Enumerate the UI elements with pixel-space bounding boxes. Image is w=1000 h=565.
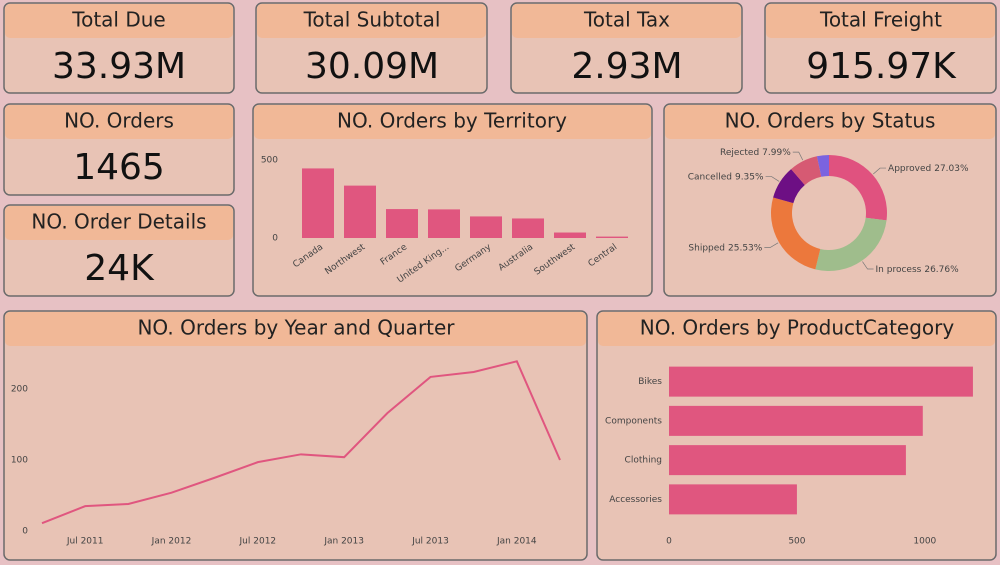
- panel-frame: [596, 310, 997, 561]
- slice-value: 9.35%: [735, 172, 764, 182]
- slice-value: 26.76%: [924, 265, 959, 275]
- slice-category: In process: [876, 265, 922, 275]
- y-tick-label: 200: [11, 385, 28, 395]
- slice-category: Approved: [888, 164, 931, 174]
- leader-line: [792, 151, 804, 161]
- bar: [428, 209, 460, 238]
- bar: [669, 445, 906, 476]
- panel-header: [5, 105, 233, 139]
- bar: [669, 405, 923, 436]
- card-value: 30.09M: [305, 46, 439, 87]
- panel-frame: [3, 2, 235, 94]
- panel-body: [664, 104, 996, 296]
- y-tick-label: Bikes: [638, 377, 662, 387]
- x-tick-label: Jul 2011: [66, 537, 104, 547]
- panel-frame: [764, 2, 997, 94]
- y-tick-label: Components: [605, 416, 662, 426]
- slice-category: Shipped: [688, 243, 725, 253]
- slice-label: Rejected 7.99%: [720, 148, 791, 158]
- panel-frame: [3, 310, 588, 561]
- donut-slice: [816, 155, 829, 177]
- panel-header: [254, 105, 651, 139]
- donut-slice: [771, 197, 821, 270]
- y-tick-label: 100: [11, 456, 28, 466]
- donut-slice: [829, 155, 887, 221]
- x-tick-label: Jan 2013: [323, 537, 364, 547]
- bar: [512, 218, 544, 238]
- y-tick-label: 0: [272, 234, 278, 244]
- bar: [302, 168, 334, 238]
- panel-header: [598, 312, 995, 346]
- slice-category: Cancelled: [688, 172, 732, 182]
- y-tick-label: Clothing: [625, 456, 662, 466]
- slice-value: 27.03%: [934, 164, 969, 174]
- card-value: 24K: [84, 248, 155, 289]
- slice-value: 25.53%: [728, 243, 763, 253]
- donut-slice: [791, 156, 822, 185]
- card-title: Total Tax: [583, 8, 670, 32]
- leader-line: [873, 167, 887, 175]
- panel-header: [5, 4, 233, 38]
- x-tick-label: 500: [788, 537, 805, 547]
- card-value: 33.93M: [52, 46, 186, 87]
- card-value: 915.97K: [806, 46, 957, 87]
- bar: [386, 209, 418, 238]
- panel-frame: [3, 204, 235, 297]
- panel-body: [4, 311, 587, 560]
- slice-label: Cancelled 9.35%: [688, 172, 764, 182]
- panel-header: [512, 4, 741, 38]
- y-tick-label: 0: [22, 527, 28, 537]
- bar: [554, 232, 586, 238]
- bar: [344, 185, 376, 238]
- card-title: NO. Orders: [64, 109, 174, 133]
- panel-body: [253, 104, 652, 296]
- y-tick-label: 500: [261, 155, 278, 165]
- slice-category: Rejected: [720, 148, 759, 158]
- chart-title: NO. Orders by Territory: [337, 109, 567, 133]
- card-value: 2.93M: [571, 46, 682, 87]
- x-tick-label: Jul 2012: [239, 537, 277, 547]
- bar: [669, 484, 797, 515]
- x-tick-label: Jul 2013: [411, 537, 449, 547]
- chart-title: NO. Orders by Year and Quarter: [137, 316, 455, 340]
- slice-label: Shipped 25.53%: [688, 243, 762, 253]
- slice-value: 7.99%: [762, 148, 791, 158]
- panel-header: [5, 206, 233, 240]
- panel-header: [665, 105, 995, 139]
- leader-line: [765, 176, 780, 182]
- card-title: NO. Order Details: [31, 210, 206, 234]
- x-tick-label: 0: [666, 537, 672, 547]
- y-tick-label: Accessories: [609, 495, 662, 505]
- bar: [669, 366, 973, 397]
- chart-title: NO. Orders by ProductCategory: [640, 316, 955, 340]
- panel-frame: [510, 2, 743, 94]
- card-title: Total Subtotal: [303, 8, 441, 32]
- card-title: Total Due: [71, 8, 165, 32]
- bar: [470, 216, 502, 238]
- panel-frame: [3, 103, 235, 196]
- panel-header: [257, 4, 486, 38]
- panel-frame: [663, 103, 997, 297]
- bar: [596, 236, 628, 238]
- donut-slice: [773, 169, 805, 204]
- panel-header: [766, 4, 995, 38]
- panel-frame: [255, 2, 488, 94]
- panel-frame: [252, 103, 653, 297]
- x-tick-label: Jan 2012: [151, 537, 192, 547]
- donut-slice: [815, 217, 887, 272]
- slice-label: In process 26.76%: [876, 265, 960, 275]
- line: [41, 360, 561, 525]
- chart-title: NO. Orders by Status: [725, 109, 936, 133]
- card-value: 1465: [73, 147, 165, 188]
- slice-label: Approved 27.03%: [888, 164, 969, 174]
- leader-line: [862, 261, 874, 270]
- x-tick-label: 1000: [913, 537, 936, 547]
- x-tick-label: Jan 2014: [496, 537, 537, 547]
- card-title: Total Freight: [819, 8, 942, 32]
- panel-header: [5, 312, 586, 346]
- leader-line: [764, 242, 779, 248]
